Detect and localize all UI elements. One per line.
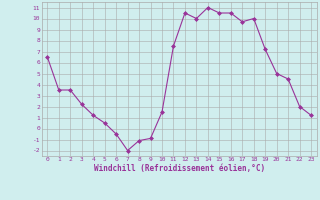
X-axis label: Windchill (Refroidissement éolien,°C): Windchill (Refroidissement éolien,°C) [94, 164, 265, 173]
